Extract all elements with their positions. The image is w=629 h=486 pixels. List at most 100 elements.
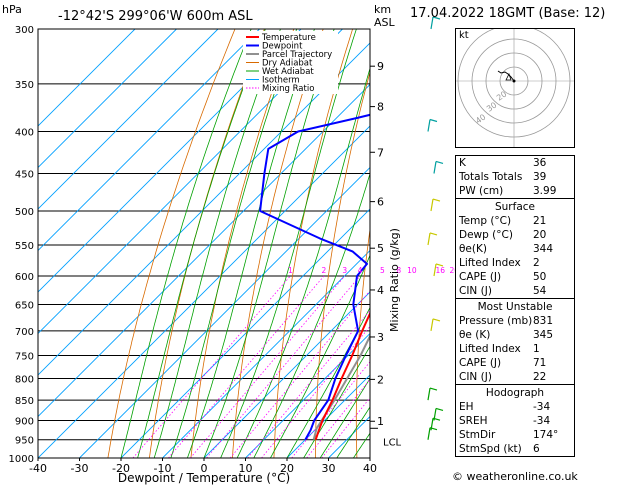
km-label: km: [374, 3, 391, 16]
wind-barb: [433, 160, 444, 174]
pressure-tick-label: 450: [15, 169, 34, 180]
mixing-ratio-line: [321, 397, 370, 458]
mixing-ratio-line: [168, 275, 325, 458]
pressure-tick-label: 300: [15, 25, 34, 36]
chart-grid: [38, 29, 370, 458]
pressure-tick-label: 750: [15, 351, 34, 362]
dry-adiabat-line: [355, 227, 370, 458]
altitude-tick-label: 3: [377, 331, 384, 344]
mixing-ratio-axis-label: Mixing Ratio (g/kg): [388, 228, 401, 332]
isotherm-line: [79, 166, 370, 458]
isotherm-line: [38, 29, 177, 169]
dry-adiabat-line: [190, 29, 295, 458]
mixing-ratio-label: 20: [449, 266, 459, 275]
chart-axes: 1234581016202530035040045050055060065070…: [9, 25, 474, 475]
storm-motion-marker: [505, 72, 512, 81]
wet-adiabat-line: [153, 29, 281, 458]
index-row-totals: Totals Totals 39: [459, 171, 547, 183]
index-row-k: K 36: [459, 157, 547, 169]
most-unstable-rows: Pressure (mb) 831 θe (K) 345 Lifted Index 1 CA…: [456, 314, 574, 384]
wet-adiabat-line: [137, 29, 266, 458]
mixing-ratio-line: [247, 309, 370, 458]
wind-barb: [433, 263, 444, 277]
index-row-pw: PW (cm) 3.99: [459, 185, 557, 197]
x-axis-label: Dewpoint / Temperature (°C): [118, 471, 290, 485]
dry-adiabat-line: [232, 29, 324, 458]
pressure-tick-label: 350: [15, 80, 34, 91]
surface-row: Temp (°C) 21: [459, 215, 547, 227]
surface-row: Dewp (°C) 20: [459, 229, 547, 241]
surface-row: Lifted Index 2: [459, 257, 540, 269]
surface-row: CIN (J) 54: [459, 285, 547, 297]
hpa-label: hPa: [2, 3, 22, 16]
dry-adiabat-line: [149, 29, 265, 458]
most-unstable-row: Pressure (mb) 831: [459, 315, 554, 327]
mixing-ratio-line: [306, 378, 370, 458]
pressure-tick-label: 850: [15, 396, 34, 407]
wet-adiabat-line: [336, 406, 370, 458]
date-label: 17.04.2022 18GMT (Base: 12): [410, 6, 606, 21]
x-tick-label: 10: [239, 462, 253, 475]
wet-adiabat-line: [187, 29, 315, 458]
hodo-ring-label-20: 20: [495, 89, 509, 102]
wind-barb: [430, 16, 441, 30]
temperature-line: [314, 311, 370, 441]
surface-title: Surface: [456, 198, 574, 214]
indices-table: K 36 Totals Totals 39 PW (cm) 3.99 Surface …: [455, 155, 575, 457]
hodograph: kt 20 30 40: [455, 28, 575, 148]
hodograph-plot: 20 30 40: [456, 29, 574, 147]
pressure-tick-label: 800: [15, 374, 34, 385]
hodograph-stats-row: StmSpd (kt) 6: [459, 443, 540, 455]
mixing-ratio-line: [229, 290, 370, 458]
wind-barb: [427, 118, 438, 132]
pressure-tick-label: 900: [15, 416, 34, 427]
wet-adiabat-line: [286, 306, 370, 458]
most-unstable-title: Most Unstable: [456, 298, 574, 314]
legend-entry: Parcel Trajectory: [262, 50, 332, 60]
x-tick-label: -10: [154, 462, 172, 475]
wet-adiabat-line: [303, 345, 370, 458]
wet-adiabat-line: [236, 66, 370, 458]
isotherm-line: [38, 125, 370, 458]
mixing-ratio-label: 8: [396, 266, 401, 275]
mixing-ratio-label: 3: [342, 266, 347, 275]
wind-barb: [430, 318, 441, 332]
wind-barb: [433, 407, 444, 421]
legend-entry: Dewpoint: [262, 42, 303, 52]
altitude-tick-label: 6: [377, 196, 384, 209]
legend-entry: Wet Adiabat: [262, 67, 314, 77]
wet-adiabat-line: [120, 29, 252, 458]
mixing-ratio-line: [261, 325, 370, 458]
altitude-tick-label: 8: [377, 101, 384, 114]
mixing-ratio-label: 5: [380, 266, 385, 275]
hodo-ring-label-40: 40: [474, 112, 488, 125]
pressure-tick-label: 650: [15, 301, 34, 312]
legend-entry: Isotherm: [262, 76, 300, 86]
mixing-ratio-label: 1: [288, 266, 293, 275]
x-tick-label: 20: [280, 462, 294, 475]
wind-barb: [427, 387, 438, 401]
x-tick-label: -30: [71, 462, 89, 475]
x-tick-label: -20: [112, 462, 130, 475]
wind-barb: [430, 198, 441, 212]
surface-row: CAPE (J) 50: [459, 271, 547, 283]
hodograph-stats-row: SREH -34: [459, 415, 551, 427]
altitude-tick-label: 9: [377, 60, 384, 73]
isotherm-line: [38, 29, 302, 293]
pressure-tick-label: 1000: [9, 454, 34, 465]
lcl-label: LCL: [383, 437, 402, 448]
most-unstable-row: CIN (J) 22: [459, 371, 547, 383]
wet-adiabat-line: [203, 29, 335, 458]
most-unstable-row: Lifted Index 1: [459, 343, 540, 355]
wet-adiabat-line: [170, 29, 298, 458]
mixing-ratio-label: 2: [322, 266, 327, 275]
hodograph-stats-rows: EH -34 SREH -34 StmDir 174° StmSpd (kt) 6: [456, 400, 574, 456]
x-tick-label: -40: [29, 462, 47, 475]
mixing-ratio-line: [291, 361, 370, 458]
altitude-tick-label: 5: [377, 242, 384, 255]
pressure-tick-label: 700: [15, 327, 34, 338]
wind-barbs: [427, 16, 444, 440]
dewpoint-line: [259, 113, 370, 441]
